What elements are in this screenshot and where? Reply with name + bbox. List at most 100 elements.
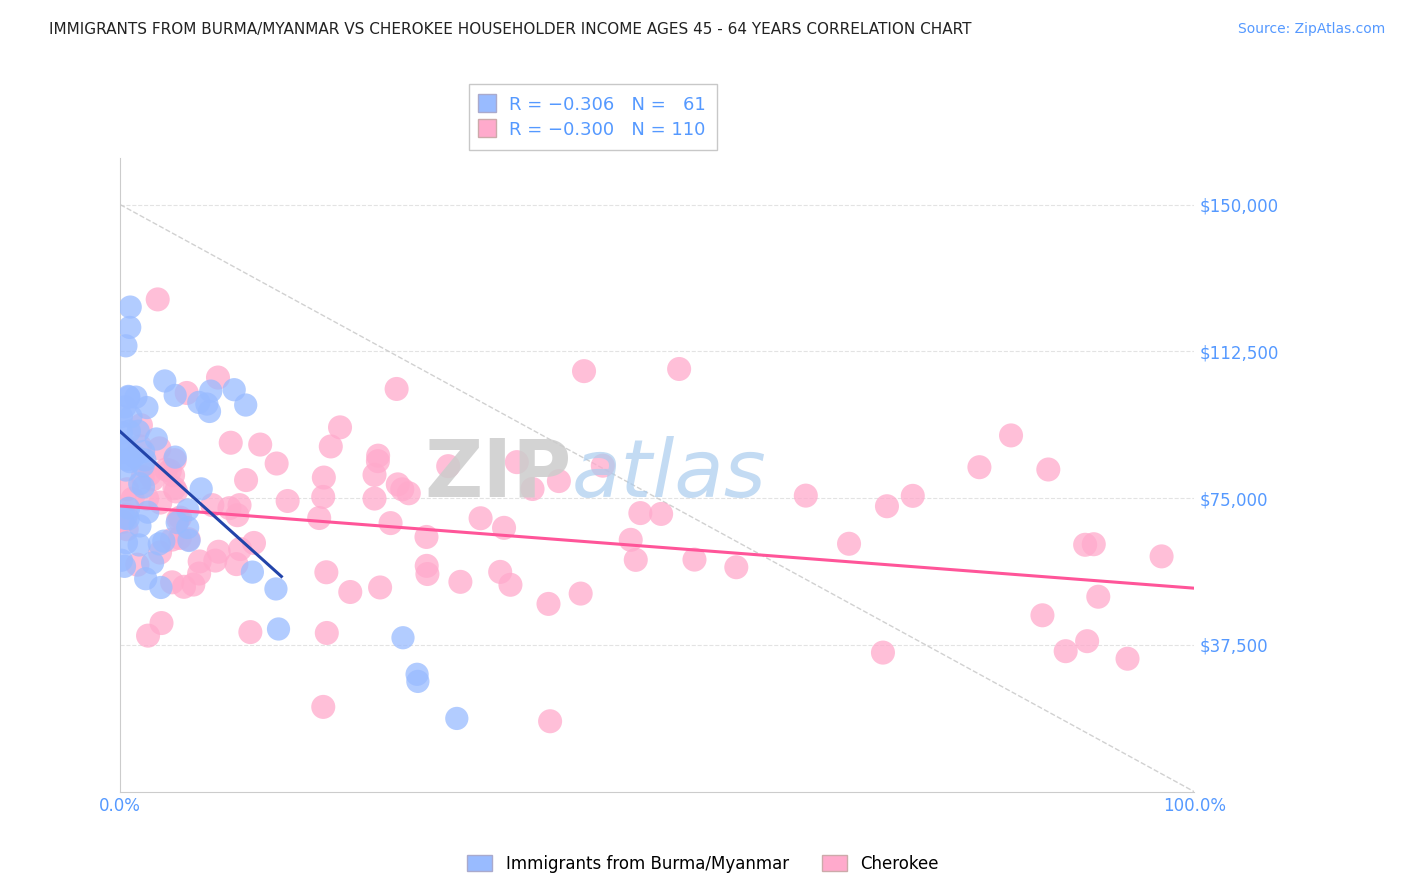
Point	[121, 491, 143, 506]
Point	[127, 558, 149, 572]
Point	[115, 522, 138, 536]
Point	[115, 508, 138, 522]
Point	[308, 511, 330, 525]
Point	[129, 439, 152, 453]
Point	[129, 418, 152, 433]
Point	[153, 374, 176, 388]
Point	[406, 674, 429, 689]
Point	[128, 476, 150, 491]
Point	[1038, 462, 1060, 476]
Point	[125, 390, 148, 404]
Point	[165, 450, 187, 464]
Point	[132, 444, 155, 458]
Point	[166, 516, 188, 530]
Point	[1074, 538, 1097, 552]
Point	[266, 457, 288, 471]
Point	[163, 453, 186, 467]
Point	[239, 625, 262, 640]
Point	[264, 582, 287, 596]
Point	[235, 398, 257, 412]
Point	[363, 467, 385, 482]
Point	[150, 615, 173, 630]
Point	[204, 553, 226, 567]
Point	[367, 449, 389, 463]
Point	[398, 486, 420, 500]
Point	[207, 545, 229, 559]
Point	[1054, 644, 1077, 658]
Point	[226, 508, 249, 523]
Point	[114, 400, 136, 414]
Point	[149, 581, 172, 595]
Point	[120, 300, 142, 314]
Point	[115, 452, 138, 467]
Point	[165, 484, 187, 499]
Text: IMMIGRANTS FROM BURMA/MYANMAR VS CHEROKEE HOUSEHOLDER INCOME AGES 45 - 64 YEARS : IMMIGRANTS FROM BURMA/MYANMAR VS CHEROKE…	[49, 22, 972, 37]
Point	[367, 454, 389, 468]
Point	[160, 533, 183, 547]
Point	[449, 574, 471, 589]
Point	[118, 455, 141, 469]
Point	[225, 557, 247, 571]
Point	[218, 501, 240, 516]
Point	[118, 424, 141, 438]
Point	[132, 480, 155, 494]
Point	[548, 474, 571, 488]
Point	[876, 500, 898, 514]
Point	[120, 409, 142, 424]
Point	[160, 575, 183, 590]
Point	[111, 441, 134, 455]
Point	[127, 424, 149, 438]
Point	[136, 505, 159, 519]
Point	[136, 491, 159, 506]
Point	[173, 580, 195, 594]
Point	[277, 494, 299, 508]
Point	[115, 463, 138, 477]
Point	[135, 401, 157, 415]
Point	[138, 467, 160, 482]
Point	[872, 646, 894, 660]
Point	[312, 470, 335, 484]
Point	[312, 699, 335, 714]
Point	[315, 566, 337, 580]
Point	[165, 388, 187, 402]
Point	[169, 510, 191, 524]
Point	[118, 390, 141, 404]
Point	[159, 464, 181, 478]
Point	[224, 383, 246, 397]
Point	[142, 472, 165, 486]
Point	[446, 711, 468, 725]
Point	[538, 714, 561, 729]
Point	[153, 534, 176, 549]
Point	[368, 581, 391, 595]
Point	[725, 560, 748, 574]
Point	[198, 404, 221, 418]
Point	[149, 495, 172, 509]
Point	[592, 458, 614, 473]
Point	[176, 520, 198, 534]
Point	[148, 442, 170, 456]
Point	[391, 483, 413, 497]
Point	[492, 521, 515, 535]
Point	[188, 554, 211, 568]
Point	[387, 477, 409, 491]
Point	[249, 437, 271, 451]
Point	[794, 489, 817, 503]
Point	[117, 501, 139, 516]
Point	[114, 511, 136, 525]
Point	[177, 503, 200, 517]
Point	[392, 631, 415, 645]
Point	[1083, 537, 1105, 551]
Point	[169, 531, 191, 545]
Point	[115, 482, 138, 496]
Point	[228, 498, 250, 512]
Point	[187, 395, 209, 409]
Point	[838, 537, 860, 551]
Point	[499, 578, 522, 592]
Point	[267, 622, 290, 636]
Point	[219, 435, 242, 450]
Point	[522, 482, 544, 496]
Point	[132, 470, 155, 484]
Point	[110, 409, 132, 424]
Text: ZIP: ZIP	[425, 435, 571, 514]
Point	[190, 482, 212, 496]
